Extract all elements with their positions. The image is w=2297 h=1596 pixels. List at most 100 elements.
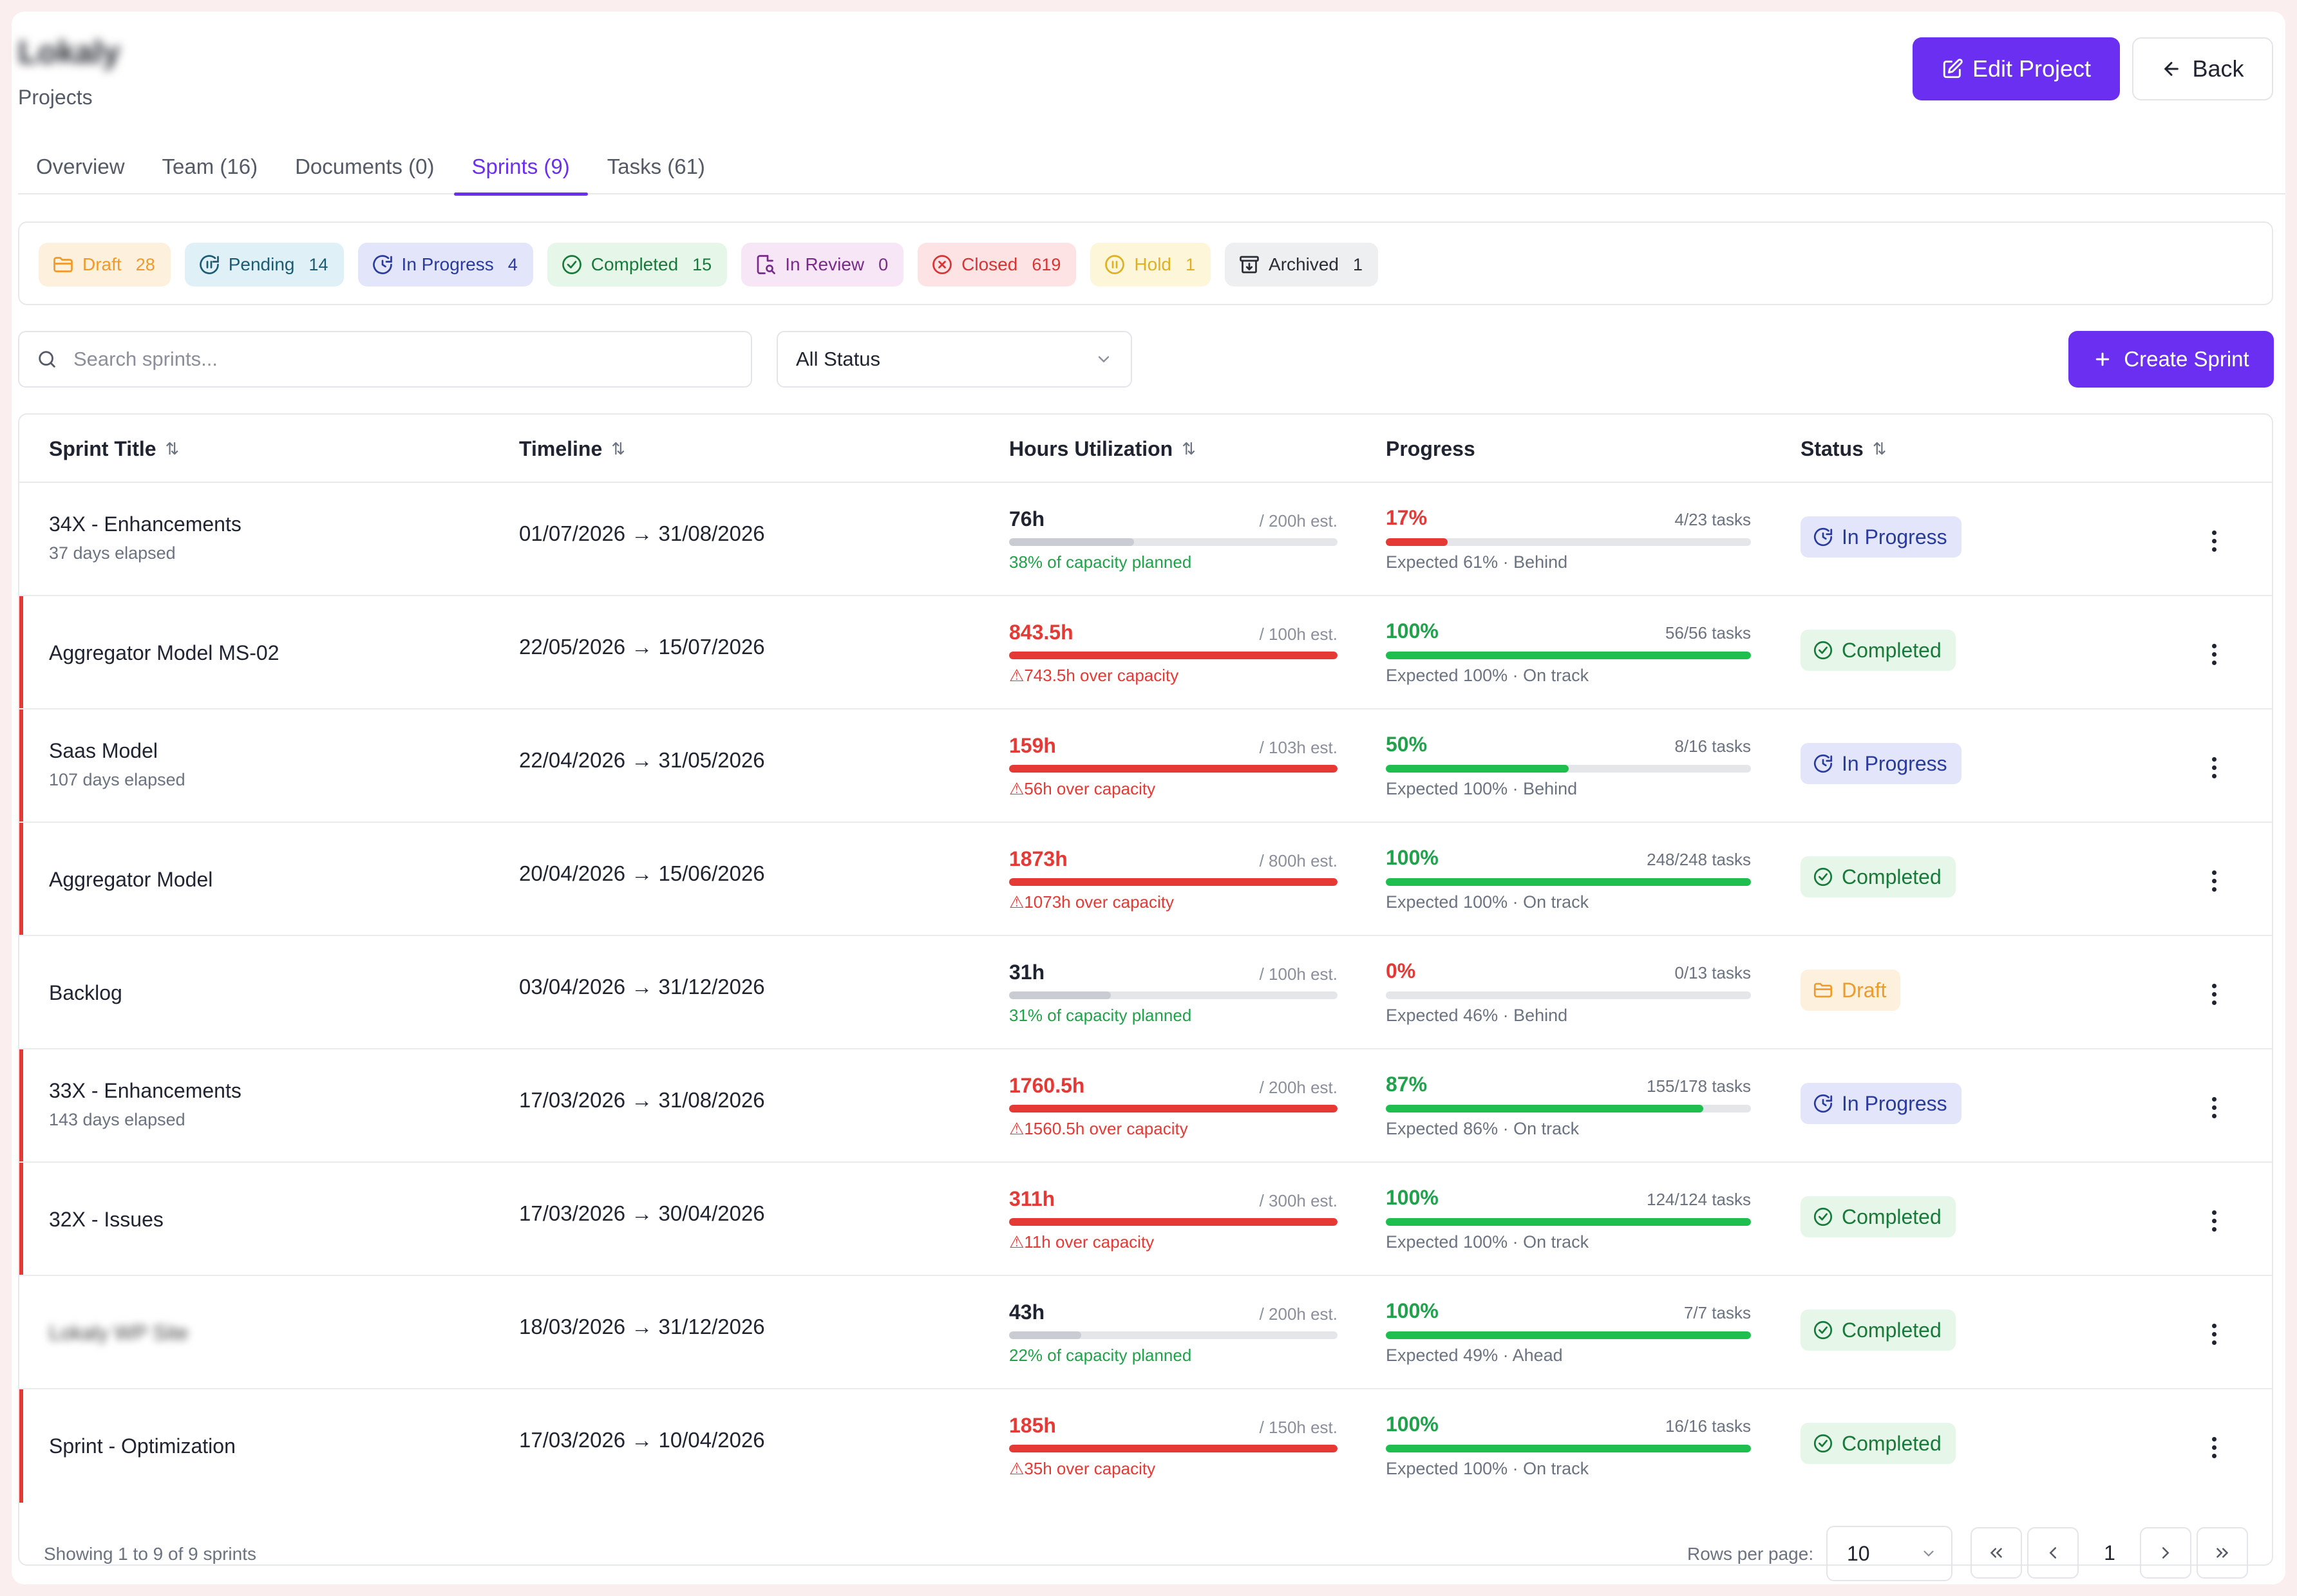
progress-expected: Expected 46% · Behind	[1386, 1006, 1568, 1025]
row-actions-menu-icon[interactable]	[2201, 861, 2227, 900]
column-header-sprint-title[interactable]: Sprint Title ⇅	[49, 415, 179, 483]
status-badge-label: In Progress	[1842, 1091, 1947, 1115]
create-sprint-button[interactable]: Create Sprint	[2068, 331, 2274, 388]
tab-documents[interactable]: Documents (0)	[295, 155, 435, 178]
status-chip-draft[interactable]: Draft 28	[39, 243, 171, 286]
table-row[interactable]: Backlog 03/04/2026 → 31/12/2026 31h / 100h …	[19, 936, 2272, 1049]
sprint-elapsed: 107 days elapsed	[49, 770, 185, 789]
back-button[interactable]: Back	[2132, 37, 2273, 100]
status-chip-archived[interactable]: Archived 1	[1225, 243, 1378, 286]
table-row[interactable]: Saas Model 107 days elapsed 22/04/2026 → 3…	[19, 709, 2272, 823]
sprint-title[interactable]: Saas Model	[49, 739, 158, 762]
column-header-hours[interactable]: Hours Utilization ⇅	[1009, 415, 1196, 483]
row-actions-menu-icon[interactable]	[2201, 748, 2227, 787]
sprint-title[interactable]: 32X - Issues	[49, 1208, 164, 1231]
column-label: Progress	[1386, 437, 1475, 460]
sprint-timeline: 18/03/2026 → 31/12/2026	[519, 1315, 765, 1338]
search-input[interactable]: Search sprints...	[18, 331, 752, 388]
create-sprint-label: Create Sprint	[2124, 347, 2249, 371]
table-row[interactable]: Aggregator Model MS-02 22/05/2026 → 15/07…	[19, 596, 2272, 709]
in-progress-icon	[1812, 1093, 1834, 1114]
hours-bar-fill	[1009, 1331, 1082, 1339]
next-page-button[interactable]	[2140, 1527, 2191, 1579]
chip-count: 4	[507, 254, 518, 274]
progress-bar-fill	[1386, 652, 1751, 659]
row-actions-menu-icon[interactable]	[2201, 521, 2227, 560]
status-chip-pending[interactable]: Pending 14	[184, 243, 344, 286]
status-badge-label: In Progress	[1842, 525, 1947, 549]
hours-bar-fill	[1009, 991, 1111, 999]
sprint-title[interactable]: Aggregator Model MS-02	[49, 641, 279, 664]
chip-count: 1	[1352, 254, 1363, 274]
hours-note: ⚠11h over capacity	[1009, 1232, 1154, 1252]
table-row[interactable]: 33X - Enhancements 143 days elapsed 17/03/…	[19, 1049, 2272, 1163]
sprint-title[interactable]: Sprint - Optimization	[49, 1434, 236, 1458]
status-chip-hold[interactable]: Hold 1	[1090, 243, 1211, 286]
status-chip-in-progress[interactable]: In Progress 4	[357, 243, 533, 286]
rows-per-page-value: 10	[1847, 1541, 1870, 1565]
status-badge-label: Completed	[1842, 1318, 1942, 1342]
hours-value: 43h	[1009, 1300, 1045, 1324]
breadcrumb[interactable]: Projects	[18, 86, 93, 109]
progress-bar-fill	[1386, 765, 1569, 773]
table-row[interactable]: 34X - Enhancements 37 days elapsed 01/07/2…	[19, 483, 2272, 596]
check-circle-icon	[1812, 866, 1834, 888]
sprint-title[interactable]: 34X - Enhancements	[49, 512, 241, 536]
column-header-timeline[interactable]: Timeline ⇅	[519, 415, 625, 483]
prev-page-button[interactable]	[2027, 1527, 2079, 1579]
hours-value: 185h	[1009, 1414, 1056, 1437]
status-chip-in-review[interactable]: In Review 0	[741, 243, 904, 286]
table-row[interactable]: 32X - Issues 17/03/2026 → 30/04/2026 311h /…	[19, 1163, 2272, 1276]
progress-expected: Expected 100% · On track	[1386, 1232, 1589, 1252]
progress-bar-fill	[1386, 538, 1448, 546]
hours-note: 38% of capacity planned	[1009, 552, 1191, 572]
hours-estimate: / 300h est.	[1259, 1191, 1338, 1210]
tab-overview[interactable]: Overview	[36, 155, 125, 178]
sprint-title[interactable]: Lokaly WP Site	[49, 1321, 189, 1344]
hours-value: 311h	[1009, 1187, 1055, 1210]
status-chip-closed[interactable]: Closed 619	[918, 243, 1077, 286]
chevron-down-icon	[1098, 356, 1110, 363]
table-row[interactable]: Aggregator Model 20/04/2026 → 15/06/2026 1…	[19, 823, 2272, 936]
progress-expected: Expected 86% · On track	[1386, 1119, 1580, 1138]
status-chip-completed[interactable]: Completed 15	[547, 243, 728, 286]
edit-project-label: Edit Project	[1972, 55, 2092, 82]
search-icon	[39, 351, 55, 368]
row-actions-menu-icon[interactable]	[2201, 1428, 2227, 1467]
tab-tasks[interactable]: Tasks (61)	[607, 155, 705, 178]
current-page[interactable]: 1	[2104, 1541, 2115, 1564]
tab-team[interactable]: Team (16)	[162, 155, 258, 178]
table-row[interactable]: Lokaly WP Site 18/03/2026 → 31/12/2026 43h…	[19, 1276, 2272, 1389]
hours-bar-fill	[1009, 765, 1338, 773]
hours-note: ⚠743.5h over capacity	[1009, 666, 1178, 686]
hours-value: 1760.5h	[1009, 1074, 1085, 1097]
row-actions-menu-icon[interactable]	[2201, 1201, 2227, 1240]
progress-tasks: 4/23 tasks	[1674, 510, 1751, 529]
status-badge: In Progress	[1801, 743, 1961, 784]
progress-value: 100%	[1386, 619, 1439, 643]
first-page-button[interactable]	[1971, 1527, 2022, 1579]
progress-bar	[1386, 538, 1751, 546]
hours-note: ⚠1560.5h over capacity	[1009, 1119, 1188, 1139]
sprint-elapsed: 143 days elapsed	[49, 1110, 185, 1129]
hours-estimate: / 103h est.	[1259, 738, 1338, 757]
tab-sprints[interactable]: Sprints (9)	[453, 139, 588, 196]
row-actions-menu-icon[interactable]	[2201, 1315, 2227, 1353]
rows-per-page-select[interactable]: 10	[1826, 1526, 1952, 1581]
last-page-button[interactable]	[2197, 1527, 2248, 1579]
column-header-status[interactable]: Status ⇅	[1801, 415, 1887, 483]
row-actions-menu-icon[interactable]	[2201, 975, 2227, 1013]
project-name: Lokaly	[18, 34, 120, 70]
sprint-title[interactable]: Backlog	[49, 981, 122, 1004]
sprint-title[interactable]: 33X - Enhancements	[49, 1079, 241, 1102]
row-actions-menu-icon[interactable]	[2201, 1088, 2227, 1127]
table-row[interactable]: Sprint - Optimization 17/03/2026 → 10/04/…	[19, 1389, 2272, 1503]
hours-bar	[1009, 1218, 1338, 1226]
status-badge-label: In Progress	[1842, 751, 1947, 775]
status-filter-select[interactable]: All Status	[777, 331, 1132, 388]
edit-project-button[interactable]: Edit Project	[1913, 37, 2120, 100]
row-actions-menu-icon[interactable]	[2201, 635, 2227, 673]
hours-value: 159h	[1009, 734, 1056, 757]
sprint-title[interactable]: Aggregator Model	[49, 868, 213, 891]
progress-bar-fill	[1386, 1331, 1751, 1339]
